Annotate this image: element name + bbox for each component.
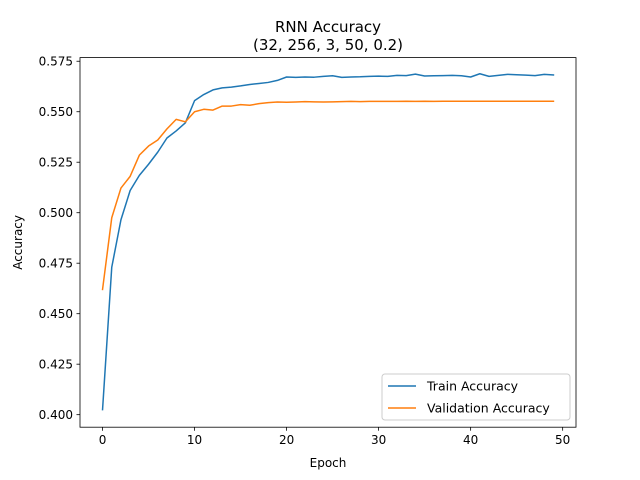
x-tick-label: 30: [371, 433, 386, 447]
y-tick-label: 0.500: [39, 206, 73, 220]
y-tick-label: 0.400: [39, 408, 73, 422]
y-tick-label: 0.450: [39, 307, 73, 321]
chart-title: RNN Accuracy: [275, 18, 381, 36]
legend-entry-train: Train Accuracy: [388, 379, 519, 394]
legend-label-train: Train Accuracy: [426, 379, 519, 394]
y-tick-label: 0.475: [39, 257, 73, 271]
y-axis-ticks: 0.400 0.425 0.450 0.475 0.500 0.525 0.550 0.575: [39, 55, 80, 422]
plot-frame: [79, 57, 577, 428]
x-tick-label: 0: [99, 433, 107, 447]
legend-box: [381, 373, 571, 421]
x-tick-label: 20: [279, 433, 294, 447]
series-line-validation-accuracy: [101, 100, 555, 291]
legend-label-validation: Validation Accuracy: [427, 401, 550, 416]
plot-area: [80, 57, 576, 428]
y-axis-label: Accuracy: [11, 215, 25, 270]
y-tick-label: 0.550: [39, 105, 73, 119]
series-layer: [101, 73, 555, 411]
x-tick-label: 10: [187, 433, 202, 447]
x-axis-label: Epoch: [310, 456, 347, 470]
legend: Train Accuracy Validation Accuracy: [381, 373, 571, 421]
x-tick-label: 50: [555, 433, 570, 447]
series-line-train-accuracy: [101, 73, 555, 411]
y-tick-label: 0.525: [39, 156, 73, 170]
legend-entry-validation: Validation Accuracy: [388, 401, 550, 416]
chart-subtitle: (32, 256, 3, 50, 0.2): [253, 36, 403, 54]
y-tick-label: 0.425: [39, 357, 73, 371]
x-tick-label: 40: [463, 433, 478, 447]
y-tick-label: 0.575: [39, 55, 73, 69]
x-axis-ticks: 0 10 20 30 40 50: [99, 427, 570, 447]
